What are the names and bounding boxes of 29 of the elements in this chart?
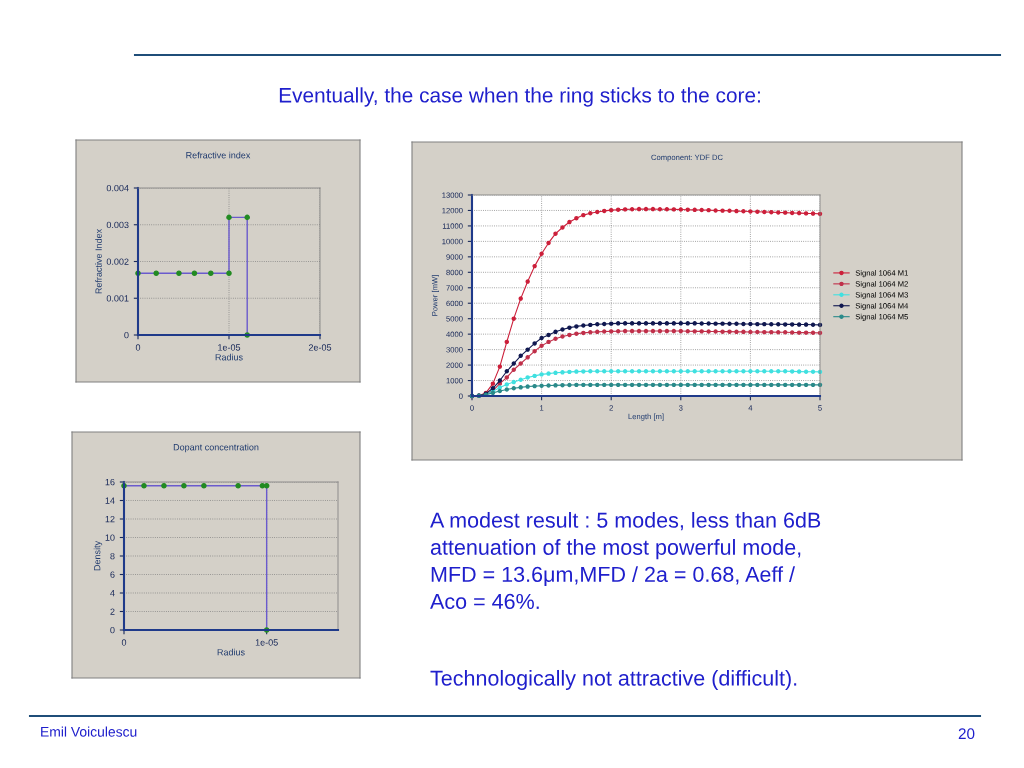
text: A modest result : 5 modes, less than 6dB attenuation of the most powerful mode, MFD = 13.6μm,MFD / 2a = 0.68, Aeff / Aco = 46%. [430, 512, 821, 610]
text: 20 [958, 728, 975, 740]
y-tick-label: 0.001 [106, 295, 129, 302]
y-tick-label: 12 [105, 515, 115, 523]
y-tick-label: 16 [105, 478, 115, 486]
text: Emil Voiculescu [41, 726, 137, 737]
text: Eventually, the case when the ring sticks to the core: [279, 87, 760, 107]
y-tick-label: 10 [105, 534, 115, 541]
y-tick-label: 14 [105, 497, 115, 504]
y-tick-label: 0.002 [106, 258, 129, 265]
x-tick-label: 1e-05 [255, 639, 278, 646]
x-tick-label: 0 [135, 344, 141, 351]
x-tick-label: 1e-05 [218, 344, 241, 351]
y-tick-label: 0 [124, 331, 129, 339]
y-tick-label: 6 [110, 571, 115, 578]
y-axis-title: Refractive Index [95, 228, 102, 294]
chart-title: Refractive index [186, 151, 251, 159]
y-tick-label: 0.004 [106, 184, 129, 192]
y-tick-label: 8 [110, 552, 115, 560]
x-axis-title: Radius [215, 353, 243, 361]
text: Technologically not attractive (difficult). [430, 669, 797, 691]
y-axis-title: Density [93, 540, 103, 571]
y-tick-label: 4 [110, 590, 115, 597]
y-tick-label: 0.003 [106, 221, 129, 229]
y-tick-label: 2 [110, 608, 115, 615]
x-axis-title: Radius [217, 648, 245, 656]
x-tick-label: 2e-05 [308, 344, 332, 351]
y-tick-label: 0 [110, 626, 115, 634]
chart-title: Dopant concentration [173, 443, 259, 453]
